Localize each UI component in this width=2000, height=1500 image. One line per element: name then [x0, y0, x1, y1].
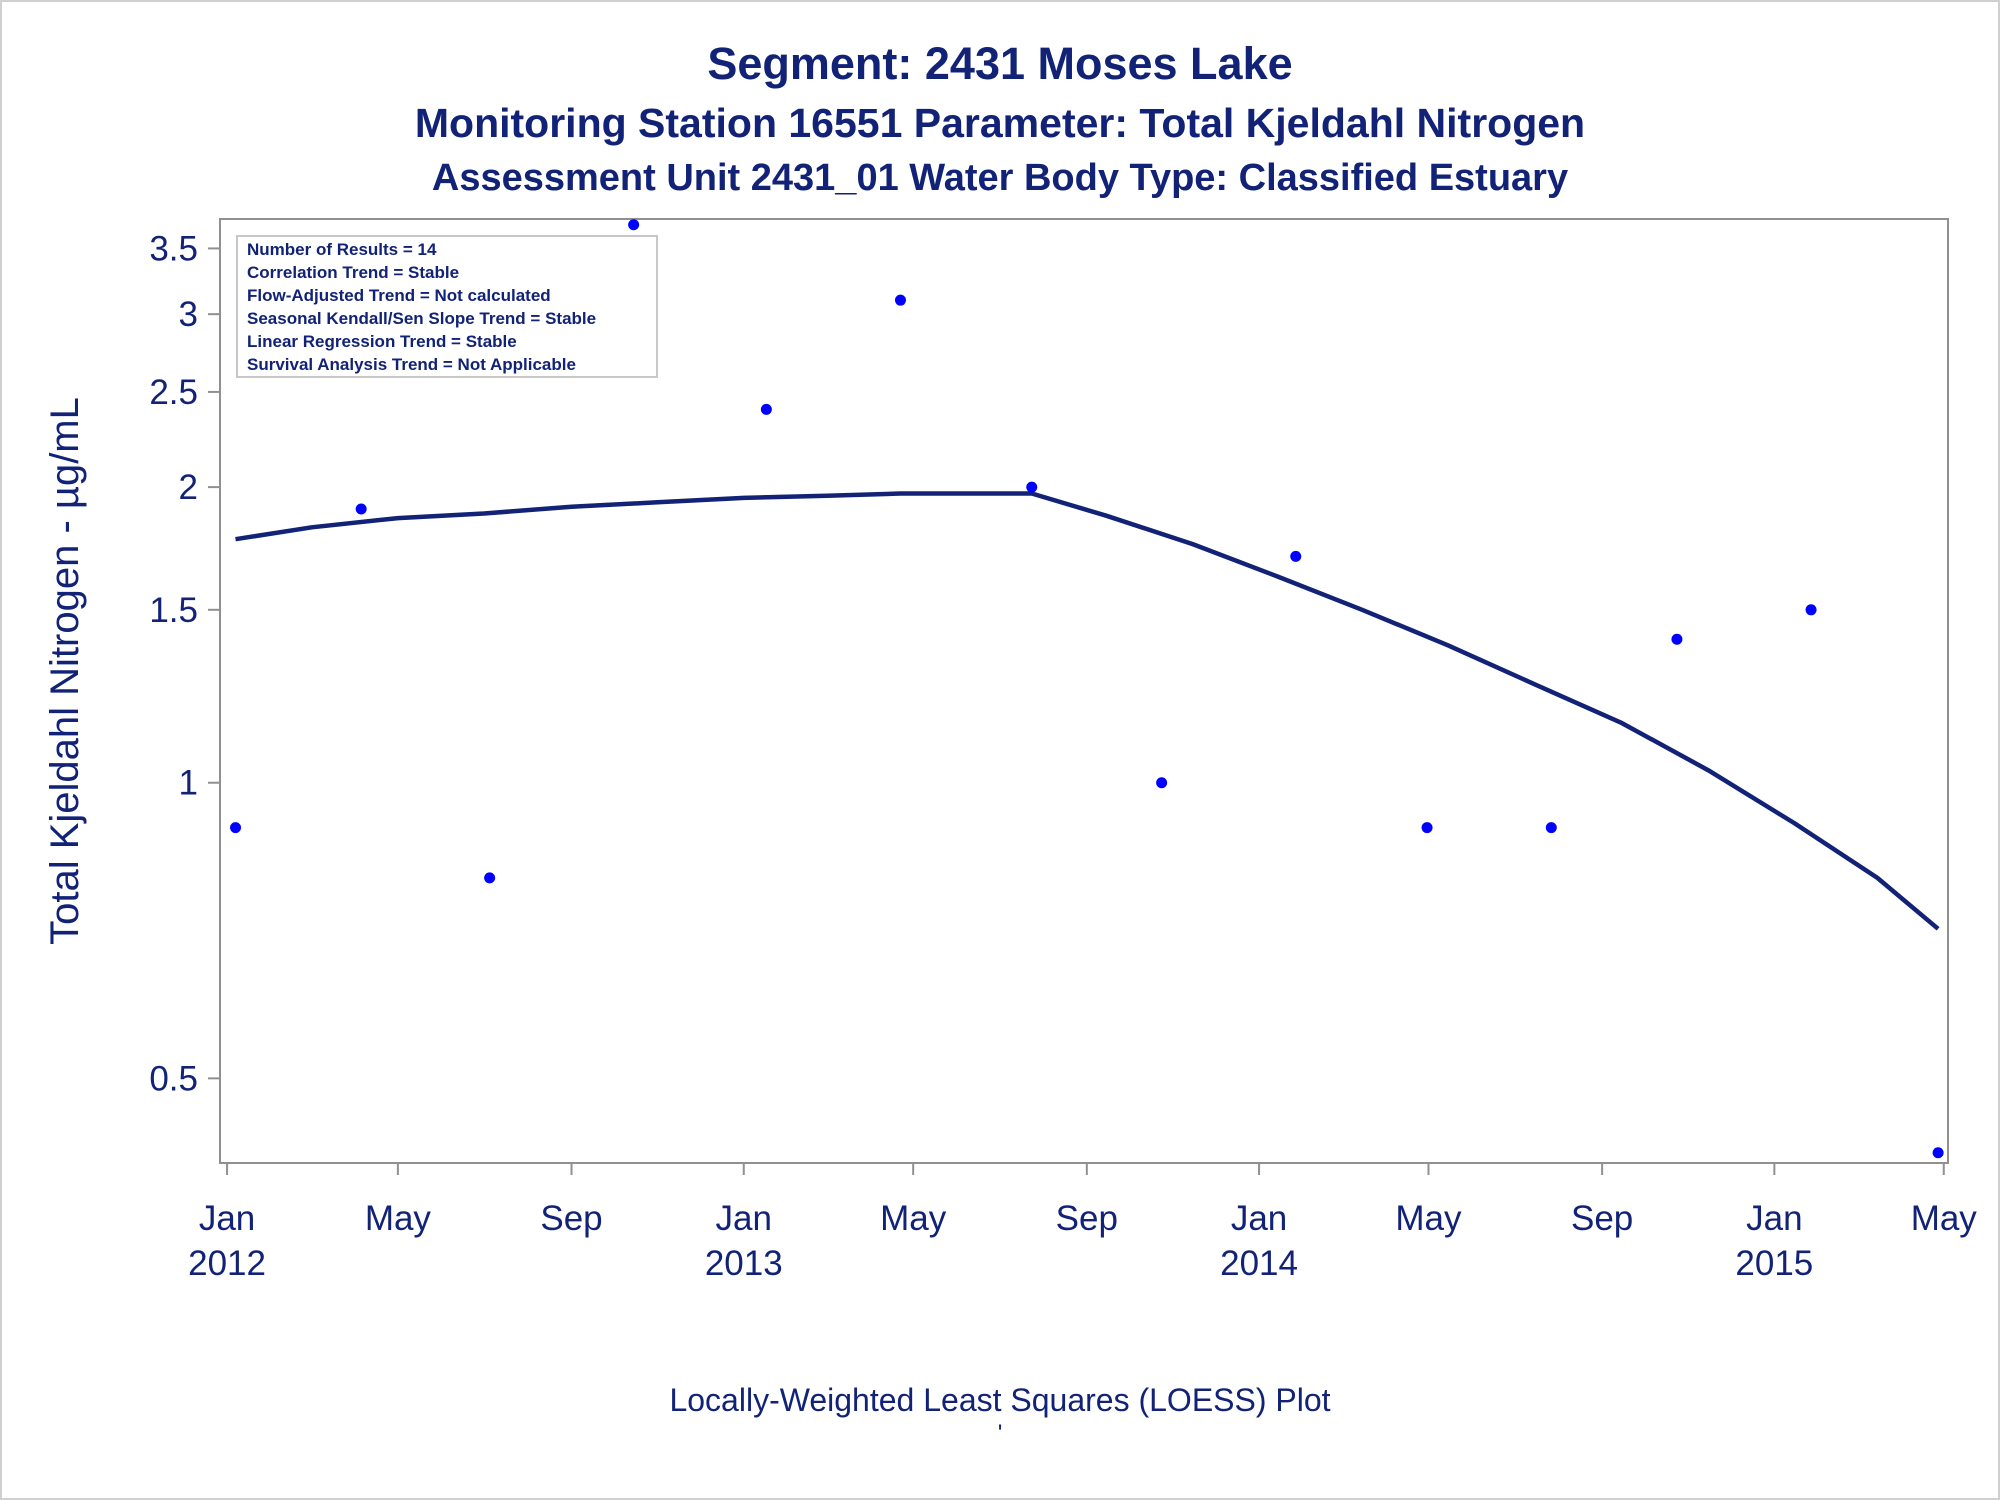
x-tick-label: Jan [1746, 1199, 1802, 1238]
data-point [1671, 633, 1683, 645]
x-tick-year-label: 2012 [188, 1244, 266, 1283]
legend-entry: Linear Regression Trend = Stable [247, 332, 517, 351]
y-tick-label: 0.5 [149, 1059, 198, 1098]
legend-border [236, 235, 658, 378]
y-tick-label: 3.5 [149, 229, 198, 268]
chart-subtitle-assessment: Assessment Unit 2431_01 Water Body Type:… [431, 157, 1569, 199]
loess-line [235, 491, 1940, 931]
legend-entry: Survival Analysis Trend = Not Applicable [247, 355, 576, 374]
x-tick-label: Sep [1056, 1199, 1118, 1238]
y-tick-label: 2.5 [149, 373, 198, 412]
x-tick-label: Sep [1571, 1199, 1633, 1238]
x-axis: Jan 2012 May Sep Jan 2013 May Sep Jan 2014 May Sep J… [188, 1163, 1977, 1283]
x-tick-label: Jan [199, 1199, 255, 1238]
data-point [230, 822, 242, 834]
data-point [1421, 822, 1433, 834]
chart-subtitle-station: Monitoring Station 16551 Parameter: Tota… [414, 100, 1586, 146]
data-point [894, 294, 906, 306]
y-tick-label: 1.5 [149, 591, 198, 630]
x-tick-year-label: 2014 [1220, 1244, 1298, 1283]
data-point [484, 872, 496, 884]
x-tick-label: May [1911, 1199, 1978, 1238]
y-tick-label: 2 [179, 468, 198, 507]
legend-entry: Correlation Trend = Stable [247, 263, 459, 282]
x-tick-label: Jan [716, 1199, 772, 1238]
data-point [1805, 604, 1817, 616]
x-tick-label: Sep [540, 1199, 602, 1238]
y-tick-label: 3 [179, 295, 198, 334]
data-point [355, 503, 367, 515]
data-point [1026, 481, 1038, 493]
plot-area [219, 218, 1949, 1164]
legend-entry: Flow-Adjusted Trend = Not calculated [247, 286, 551, 305]
y-axis-title: Total Kjeldahl Nitrogen - µg/mL [43, 397, 87, 945]
legend-entry: Seasonal Kendall/Sen Slope Trend = Stabl… [247, 309, 596, 328]
chart-title: Segment: 2431 Moses Lake [707, 38, 1293, 89]
legend-box: Number of Results = 14 Correlation Trend … [236, 235, 658, 378]
data-point [1932, 1147, 1944, 1159]
data-point [1156, 777, 1168, 789]
x-tick-label: May [1395, 1199, 1462, 1238]
footnote-mark: ' [997, 1420, 1003, 1447]
data-point [760, 403, 772, 415]
data-point [1545, 822, 1557, 834]
legend-entry: Number of Results = 14 [247, 240, 437, 259]
data-point [628, 219, 640, 231]
x-tick-label: May [365, 1199, 432, 1238]
x-tick-year-label: 2015 [1735, 1244, 1813, 1283]
x-tick-year-label: 2013 [705, 1244, 783, 1283]
x-tick-label: May [880, 1199, 947, 1238]
y-axis: 0.5 1 1.5 2 2.5 3 3.5 [149, 229, 220, 1098]
data-points [230, 219, 1944, 1159]
footnote: Locally-Weighted Least Squares (LOESS) P… [669, 1382, 1331, 1418]
data-point [1290, 550, 1302, 562]
x-tick-label: Jan [1231, 1199, 1287, 1238]
y-tick-label: 1 [179, 764, 198, 803]
